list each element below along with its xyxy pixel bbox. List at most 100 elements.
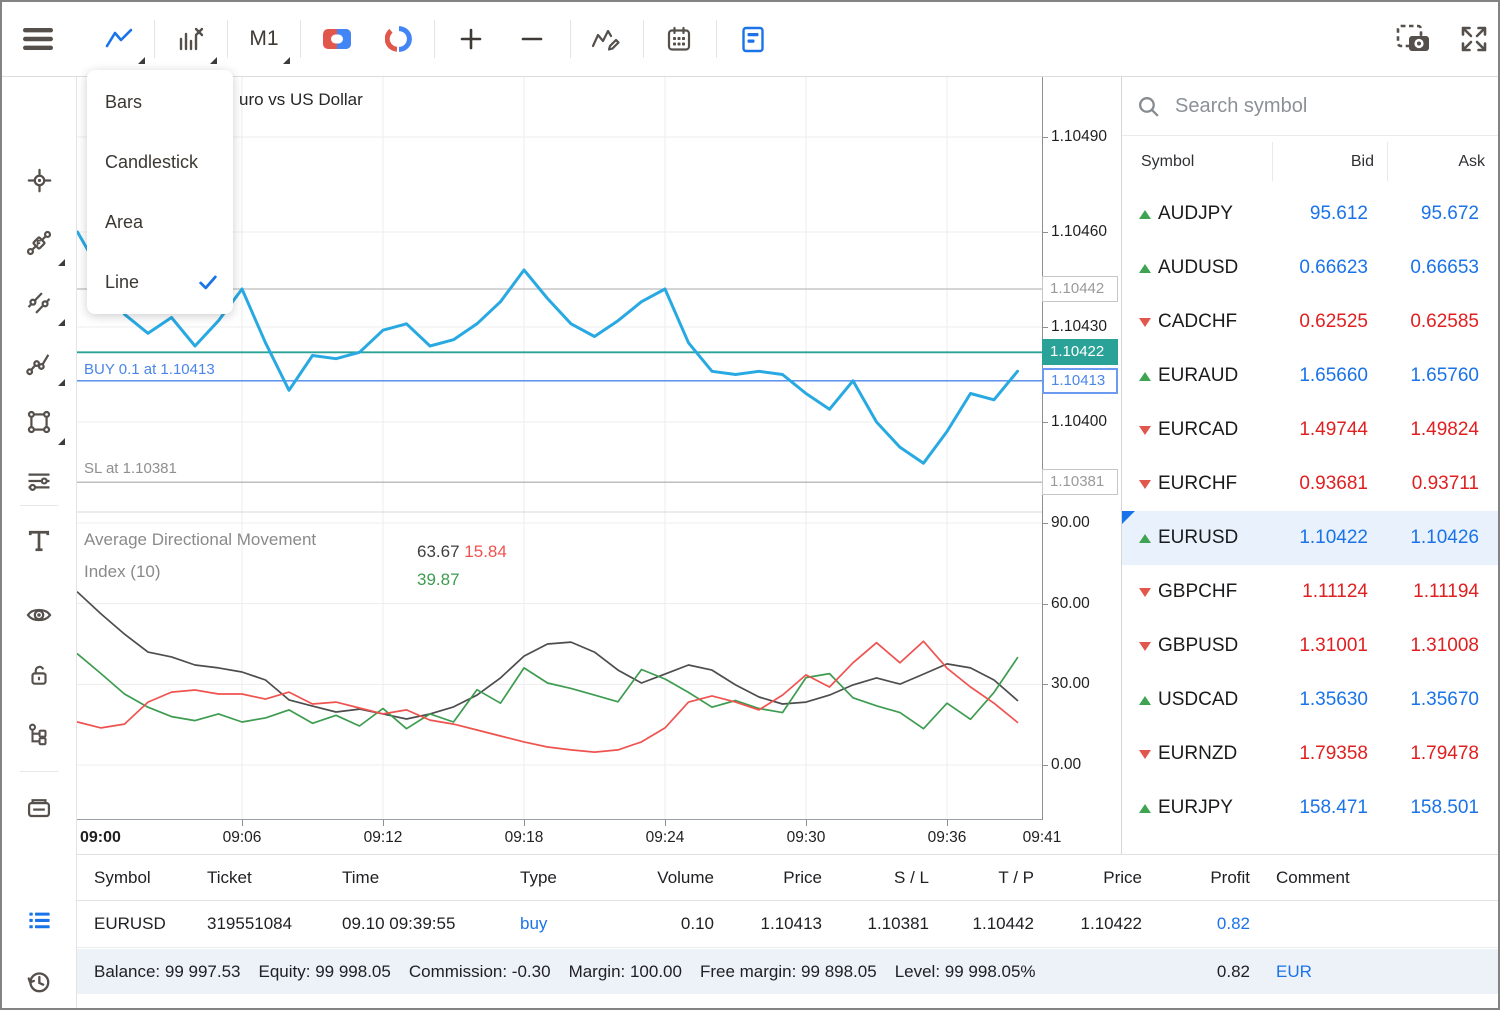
screenshot-button[interactable] — [1384, 10, 1444, 68]
symbol-label: GBPCHF — [1158, 581, 1266, 603]
shapes-icon — [25, 408, 53, 436]
dropdown-corner-icon — [283, 57, 290, 64]
free-margin-value: Free margin: 99 898.05 — [700, 962, 877, 982]
time-label: 09:18 — [489, 829, 559, 847]
crosshair-tool[interactable] — [9, 153, 69, 207]
market-watch-row-audjpy[interactable]: AUDJPY95.61295.672 — [1122, 187, 1500, 241]
symbol-search[interactable] — [1122, 77, 1500, 136]
trade-box-tool[interactable] — [9, 782, 69, 836]
tick-mark — [1042, 523, 1048, 524]
time-label: 09:24 — [630, 829, 700, 847]
market-watch-row-gbpusd[interactable]: GBPUSD1.310011.31008 — [1122, 619, 1500, 673]
indicators-icon — [177, 26, 205, 52]
plus-di-value: 39.87 — [417, 570, 460, 589]
dropdown-item-label: Line — [105, 272, 139, 293]
dropdown-corner-icon — [210, 57, 217, 64]
trade-list-panel-button[interactable] — [9, 893, 69, 947]
time-label: 09:30 — [771, 829, 841, 847]
bid-value: 0.62525 — [1266, 311, 1368, 333]
dropdown-corner-icon — [58, 319, 65, 326]
visibility-tool[interactable] — [9, 588, 69, 642]
object-list-tool[interactable] — [9, 708, 69, 762]
polyline-tool[interactable] — [9, 336, 69, 390]
col-symbol: Symbol — [77, 868, 182, 888]
plus-icon — [458, 26, 484, 52]
col-volume: Volume — [622, 868, 717, 888]
col-profit: Profit — [1144, 868, 1252, 888]
dropdown-item-bars[interactable]: Bars — [87, 72, 233, 132]
zoom-in-button[interactable] — [441, 10, 501, 68]
tick-mark — [1042, 232, 1048, 233]
dropdown-item-area[interactable]: Area — [87, 192, 233, 252]
calendar-button[interactable] — [649, 10, 709, 68]
fibonacci-icon — [25, 229, 53, 257]
market-watch-row-eurchf[interactable]: EURCHF0.936810.93711 — [1122, 457, 1500, 511]
trading-terminal: M1 — [0, 0, 1500, 1010]
history-panel-button[interactable] — [9, 955, 69, 1009]
market-watch-row-audusd[interactable]: AUDUSD0.666230.66653 — [1122, 241, 1500, 295]
price-axis: 1.104901.104601.104301.1040090.0060.0030… — [1042, 77, 1121, 854]
text-icon — [25, 527, 53, 555]
object-tree-icon — [26, 722, 52, 748]
market-watch-row-usdcad[interactable]: USDCAD1.356301.35670 — [1122, 673, 1500, 727]
ask-value: 1.79478 — [1368, 743, 1494, 765]
polyline-icon — [25, 349, 53, 377]
bid-value: 0.66623 — [1266, 257, 1368, 279]
drawing-toolbar — [2, 77, 77, 1010]
time-label: 09:36 — [912, 829, 982, 847]
price-direction-icon — [1139, 480, 1151, 489]
chart-type-dropdown: Bars Candlestick Area Line — [87, 70, 233, 314]
one-click-trading-button[interactable] — [307, 10, 367, 68]
account-currency: EUR — [1276, 949, 1312, 994]
fullscreen-button[interactable] — [1444, 10, 1500, 68]
zoom-out-button[interactable] — [502, 10, 562, 68]
unlock-tool[interactable] — [9, 648, 69, 702]
buy-position-label: BUY 0.1 at 1.10413 — [84, 361, 215, 378]
total-profit: 0.82 — [1217, 949, 1250, 994]
tick-mark — [1042, 137, 1048, 138]
bid-value: 1.49744 — [1266, 419, 1368, 441]
market-watch-row-eurusd[interactable]: EURUSD1.104221.10426 — [1122, 511, 1500, 565]
tick-mark — [524, 820, 525, 826]
objects-button[interactable] — [576, 10, 636, 68]
tick-mark — [947, 820, 948, 826]
text-tool[interactable] — [9, 514, 69, 568]
chart-type-button[interactable] — [89, 10, 149, 68]
market-watch-row-eurjpy[interactable]: EURJPY158.471158.501 — [1122, 781, 1500, 835]
market-watch-row-cadchf[interactable]: CADCHF0.625250.62585 — [1122, 295, 1500, 349]
indicators-button[interactable] — [161, 10, 221, 68]
market-watch-row-euraud[interactable]: EURAUD1.656601.65760 — [1122, 349, 1500, 403]
header-divider — [1387, 142, 1388, 181]
market-watch-row-gbpchf[interactable]: GBPCHF1.111241.11194 — [1122, 565, 1500, 619]
positions-header: Symbol Ticket Time Type Volume Price S /… — [77, 855, 1500, 901]
levels-tool[interactable] — [9, 454, 69, 508]
position-type: buy — [520, 914, 622, 934]
tick-mark — [1042, 684, 1048, 685]
search-input[interactable] — [1173, 94, 1453, 119]
dropdown-item-line[interactable]: Line — [87, 252, 233, 312]
check-icon — [197, 271, 219, 293]
col-tp: T / P — [931, 868, 1036, 888]
ask-value: 1.31008 — [1368, 635, 1494, 657]
bid-value: 1.11124 — [1266, 581, 1368, 603]
report-button[interactable] — [723, 10, 783, 68]
market-watch-row-eurcad[interactable]: EURCAD1.497441.49824 — [1122, 403, 1500, 457]
depth-of-market-button[interactable] — [369, 10, 429, 68]
ask-value: 1.10426 — [1368, 527, 1494, 549]
position-row-eurusd[interactable]: EURUSD 319551084 09.10 09:39:55 buy 0.10… — [77, 901, 1500, 948]
fibonacci-tool[interactable] — [9, 216, 69, 270]
shapes-tool[interactable] — [9, 395, 69, 449]
column-bid[interactable]: Bid — [1272, 153, 1387, 171]
trend-lines-tool[interactable] — [9, 276, 69, 330]
levels-icon — [25, 467, 53, 495]
sidebar-divider — [20, 505, 58, 506]
menu-button[interactable] — [8, 10, 68, 68]
dropdown-item-candlestick[interactable]: Candlestick — [87, 132, 233, 192]
current-price-label: 1.10422 — [1042, 339, 1118, 365]
market-watch-row-eurnzd[interactable]: EURNZD1.793581.79478 — [1122, 727, 1500, 781]
column-symbol[interactable]: Symbol — [1122, 153, 1272, 171]
column-ask[interactable]: Ask — [1387, 153, 1500, 171]
position-volume: 0.10 — [622, 914, 717, 934]
col-time: Time — [302, 868, 520, 888]
timeframe-button[interactable]: M1 — [234, 10, 294, 68]
